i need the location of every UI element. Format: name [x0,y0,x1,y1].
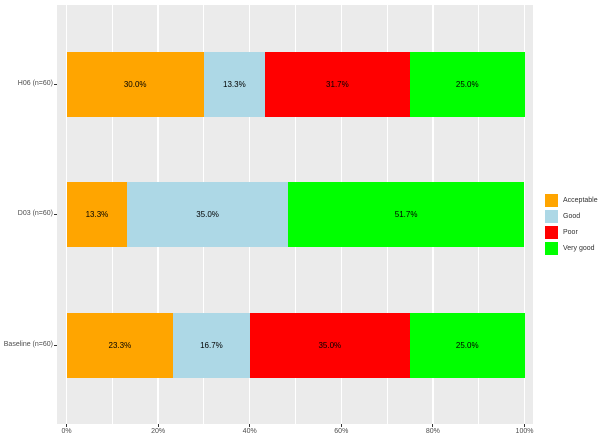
legend-key-swatch [545,209,558,223]
x-axis-label: 40% [242,428,257,435]
x-axis-tick [524,424,525,427]
x-axis-tick [66,424,67,427]
bar-segment-label: 25.0% [455,79,479,89]
y-axis-label: H06 (n=60) [17,79,53,87]
legend-row: Acceptable [545,192,598,208]
legend-label: Poor [563,228,578,236]
bar-segment: 31.7% [264,51,410,117]
legend-label: Very good [563,244,595,252]
bar-segment: 30.0% [66,51,204,117]
bar-segment-label: 13.3% [85,210,109,219]
legend-row: Poor [545,224,598,240]
bar-row: 30.0% 13.3% 31.7% 25.0% [57,51,533,117]
x-axis-label: 100% [515,428,534,435]
bar-segment-label: 35.0% [196,210,219,219]
bar-segment: 23.3% [66,313,174,378]
bar-segment: 13.3% [203,51,265,117]
bar-segment-label: 25.0% [455,341,479,350]
x-axis-tick [157,424,159,427]
bar-segment-label: 31.7% [326,79,349,89]
legend-label: Acceptable [563,196,598,204]
x-axis-tick [249,424,251,427]
bar-segment: 35.0% [127,182,288,247]
legend-label: Good [563,212,581,220]
y-axis-tick [53,83,57,85]
legend-key-swatch [545,241,558,255]
x-axis-tick [432,424,434,427]
bar-segment: 35.0% [249,313,410,378]
bar-segment: 16.7% [173,313,250,378]
bar-segment-label: 30.0% [123,79,147,89]
legend-row: Very good [545,240,598,256]
plot-panel: 30.0% 13.3% 31.7% 25.0% 13.3% 35.0% 51.7% 23.3%… [57,5,533,424]
bar-row: 13.3% 35.0% 51.7% [57,182,533,247]
bar-segment-label: 23.3% [108,341,132,350]
x-axis-label: 0% [61,428,72,435]
bar-segment-label: 35.0% [318,341,342,350]
y-axis-label: Baseline (n=60) [3,341,53,348]
x-axis-label: 60% [334,428,349,435]
legend-key-swatch [545,225,558,239]
bar-segment: 25.0% [410,313,525,378]
bar-segment: 13.3% [66,182,128,247]
y-axis-tick [53,345,57,346]
bar-segment-label: 16.7% [200,341,223,350]
x-axis-label: 20% [151,428,166,435]
y-axis-tick [53,214,57,215]
bar-segment-label: 51.7% [394,210,418,219]
gridline-major [523,5,526,424]
bar-segment: 25.0% [410,51,525,117]
bar-segment-label: 13.3% [223,79,246,89]
legend-key-swatch [545,193,558,207]
legend: Acceptable Good Poor Very good [545,192,598,256]
bar-segment: 51.7% [287,182,525,247]
x-axis-tick [340,424,342,427]
y-axis-label: D03 (n=60) [17,210,53,217]
x-axis-label: 80% [425,428,440,435]
legend-row: Good [545,208,598,224]
bar-row: 23.3% 16.7% 35.0% 25.0% [57,313,533,378]
